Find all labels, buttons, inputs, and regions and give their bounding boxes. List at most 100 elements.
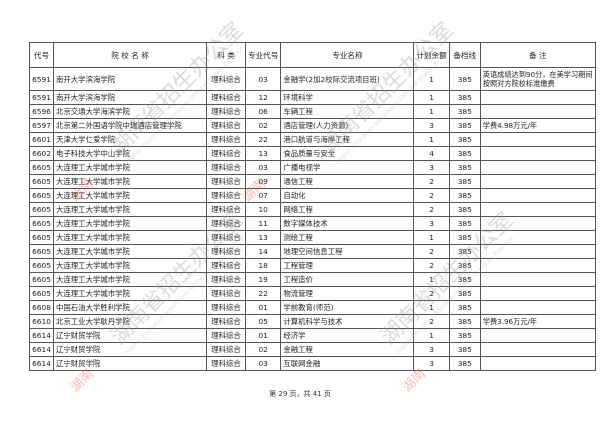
cell-remaining: 3 — [413, 118, 450, 133]
cell-code: 6591 — [29, 67, 54, 91]
cell-major-code: 01 — [244, 300, 282, 315]
table-row: 6614 辽宁财贸学院 理科综合 01 经济学 1 385 — [29, 328, 596, 343]
cell-major-code: 22 — [244, 132, 282, 147]
table-row: 6605 大连理工大学城市学院 理科综合 07 自动化 2 385 — [29, 188, 596, 203]
cell-school: 大连理工大学城市学院 — [53, 258, 207, 273]
header-school: 院 校 名 称 — [53, 42, 207, 68]
cell-major: 酒店管理(人力资源) — [280, 118, 415, 133]
cell-code: 6605 — [29, 174, 54, 189]
cell-category: 理科综合 — [206, 104, 246, 119]
cell-school: 北京交通大学海滨学院 — [53, 104, 207, 119]
cell-code: 6596 — [29, 104, 54, 119]
header-remaining: 计划余额 — [413, 42, 450, 68]
cell-code: 6614 — [29, 328, 54, 343]
cell-school: 大连理工大学城市学院 — [53, 244, 207, 259]
cell-major: 工程造价 — [280, 272, 415, 287]
cell-line: 385 — [448, 272, 481, 287]
cell-note — [479, 146, 596, 161]
cell-code: 6605 — [29, 286, 54, 301]
cell-note — [479, 216, 596, 231]
cell-school: 大连理工大学城市学院 — [53, 286, 207, 301]
table-row: 6596 北京交通大学海滨学院 理科综合 06 车辆工程 1 385 — [29, 104, 596, 119]
cell-code: 6605 — [29, 244, 54, 259]
header-code: 代号 — [29, 42, 54, 68]
cell-remaining: 1 — [413, 328, 450, 343]
table-row: 6605 大连理工大学城市学院 理科综合 09 通信工程 2 385 — [29, 174, 596, 189]
table-row: 6614 辽宁财贸学院 理科综合 02 金融工程 3 385 — [29, 342, 596, 357]
cell-major-code: 19 — [244, 272, 282, 287]
cell-school: 南开大学滨海学院 — [53, 67, 207, 91]
header-line: 备档线 — [448, 42, 481, 68]
cell-category: 理科综合 — [206, 328, 246, 343]
cell-major: 网络工程 — [280, 202, 415, 217]
cell-line: 385 — [448, 286, 481, 301]
cell-major-code: 13 — [244, 146, 282, 161]
cell-category: 理科综合 — [206, 286, 246, 301]
table-row: 6614 辽宁财贸学院 理科综合 03 互联网金融 3 385 — [29, 356, 596, 371]
cell-line: 385 — [448, 132, 481, 147]
cell-remaining: 3 — [413, 356, 450, 371]
cell-note — [479, 272, 596, 287]
cell-major: 互联网金融 — [280, 356, 415, 371]
cell-major: 测绘工程 — [280, 230, 415, 245]
cell-code: 6591 — [29, 90, 54, 105]
cell-note — [479, 90, 596, 105]
cell-school: 大连理工大学城市学院 — [53, 216, 207, 231]
cell-remaining: 3 — [413, 216, 450, 231]
cell-remaining: 1 — [413, 104, 450, 119]
cell-remaining: 3 — [413, 160, 450, 175]
cell-line: 385 — [448, 174, 481, 189]
cell-category: 理科综合 — [206, 216, 246, 231]
cell-remaining: 1 — [413, 132, 450, 147]
cell-remaining: 2 — [413, 202, 450, 217]
header-note: 备 注 — [479, 42, 596, 68]
cell-category: 理科综合 — [206, 174, 246, 189]
cell-school: 北京第二外国语学院中瑞酒店管理学院 — [53, 118, 207, 133]
cell-major-code: 05 — [244, 314, 282, 329]
cell-major: 物流管理 — [280, 286, 415, 301]
cell-major-code: 09 — [244, 174, 282, 189]
cell-category: 理科综合 — [206, 356, 246, 371]
cell-remaining: 3 — [413, 342, 450, 357]
cell-line: 385 — [448, 188, 481, 203]
table-row: 6605 大连理工大学城市学院 理科综合 03 广播电视学 3 385 — [29, 160, 596, 175]
cell-code: 6608 — [29, 300, 54, 315]
table-row: 6605 大连理工大学城市学院 理科综合 18 工程管理 2 385 — [29, 258, 596, 273]
cell-line: 385 — [448, 202, 481, 217]
cell-major: 环境科学 — [280, 90, 415, 105]
cell-remaining: 1 — [413, 300, 450, 315]
page-footer: 第 29 页，共 41 页 — [269, 390, 331, 398]
cell-major-code: 07 — [244, 188, 282, 203]
header-row: 代号 院 校 名 称 科 类 专业代号 专业名称 计划余额 备档线 备 注 — [29, 42, 596, 68]
cell-code: 6605 — [29, 272, 54, 287]
cell-category: 理科综合 — [206, 272, 246, 287]
cell-note — [479, 342, 596, 357]
cell-major-code: 12 — [244, 90, 282, 105]
cell-note: 英语成绩达到90分，在美学习期间按照对方院校标准缴费 — [479, 67, 596, 91]
cell-major-code: 10 — [244, 202, 282, 217]
cell-note — [479, 132, 596, 147]
cell-school: 电子科技大学中山学院 — [53, 146, 207, 161]
cell-remaining: 1 — [413, 272, 450, 287]
cell-school: 辽宁财贸学院 — [53, 328, 207, 343]
cell-line: 385 — [448, 314, 481, 329]
cell-line: 385 — [448, 230, 481, 245]
cell-major: 食品质量与安全 — [280, 146, 415, 161]
cell-school: 辽宁财贸学院 — [53, 356, 207, 371]
cell-major-code: 03 — [244, 356, 282, 371]
table-row: 6605 大连理工大学城市学院 理科综合 19 工程造价 1 385 — [29, 272, 596, 287]
table-row: 6608 中国石油大学胜利学院 理科综合 01 学前教育(师范) 1 385 — [29, 300, 596, 315]
cell-school: 辽宁财贸学院 — [53, 342, 207, 357]
cell-note — [479, 356, 596, 371]
cell-note: 学费4.98万元/年 — [479, 118, 596, 133]
table-row: 6605 大连理工大学城市学院 理科综合 22 物流管理 2 385 — [29, 286, 596, 301]
cell-school: 大连理工大学城市学院 — [53, 188, 207, 203]
cell-code: 6610 — [29, 314, 54, 329]
cell-remaining: 2 — [413, 258, 450, 273]
cell-code: 6602 — [29, 146, 54, 161]
cell-note — [479, 244, 596, 259]
table-row: 6591 南开大学滨海学院 理科综合 03 金融学(2加2校际交流项目班) 1 385 英语成… — [29, 67, 596, 91]
cell-line: 385 — [448, 216, 481, 231]
cell-remaining: 1 — [413, 230, 450, 245]
cell-category: 理科综合 — [206, 258, 246, 273]
